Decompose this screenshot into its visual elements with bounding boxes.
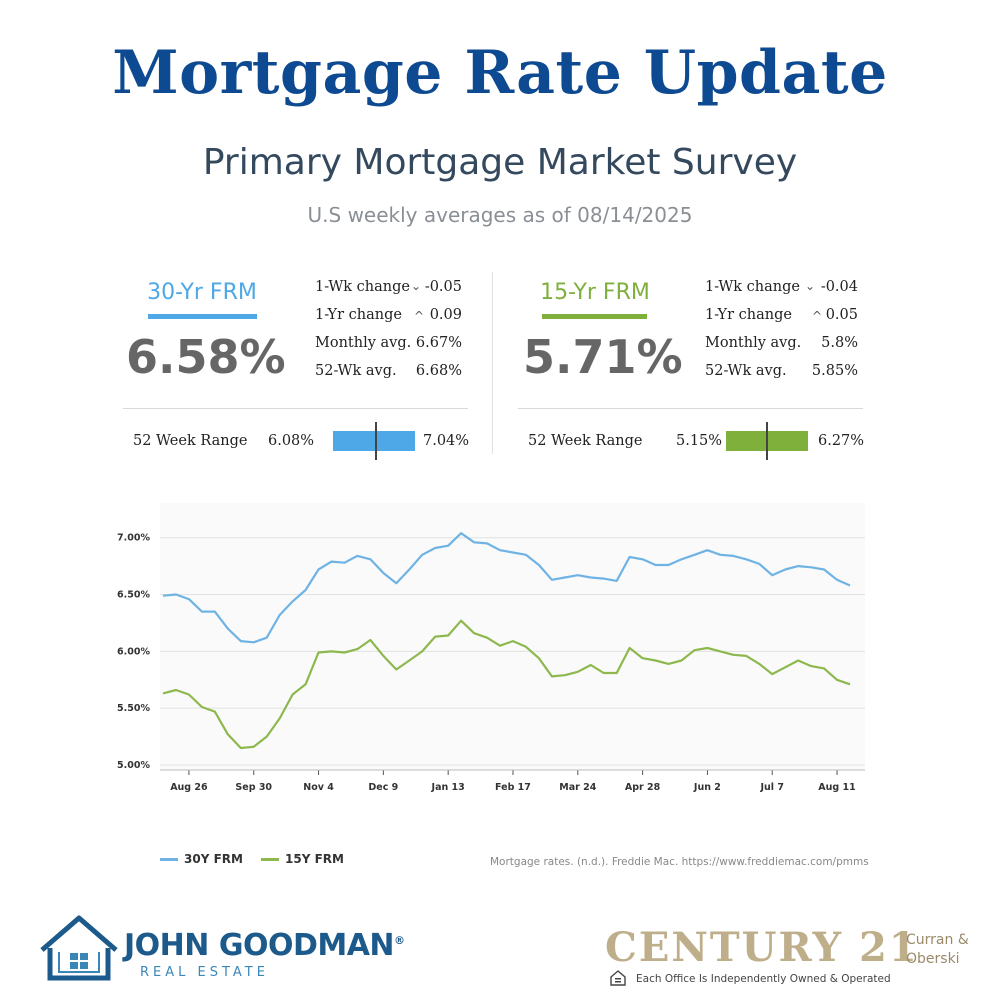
x-tick-label: Mar 24 [559, 782, 596, 793]
stat-value: 6.68% [415, 363, 462, 379]
x-tick-label: Jul 7 [759, 782, 783, 793]
stat-name: 1-Wk change [705, 279, 800, 295]
panel-15yr-label: 15-Yr FRM [540, 280, 650, 305]
rate-chart: 5.00% 5.50% 6.00% 6.50% 7.00% Aug 26 Sep 30 Nov… [117, 532, 865, 793]
x-tick-label: Jun 2 [693, 782, 721, 793]
chevron-up-icon: ^ [414, 309, 425, 323]
range-label: 52 Week Range [133, 433, 248, 449]
stat-value: 0.09 [429, 307, 462, 323]
house-icon [40, 915, 118, 981]
stat-value: -0.04 [820, 279, 858, 295]
stat-name: 52-Wk avg. [315, 363, 397, 379]
range-label: 52 Week Range [528, 433, 643, 449]
stat-name: 1-Wk change [315, 279, 410, 295]
page-subtitle: Primary Mortgage Market Survey [202, 142, 798, 183]
stat-name: Monthly avg. [705, 335, 802, 351]
range-low: 6.08% [268, 433, 315, 449]
x-tick-label: Aug 26 [170, 782, 208, 793]
chevron-down-icon: ⌄ [411, 279, 422, 293]
brand-century-21: CENTURY 21 [605, 924, 919, 971]
range-current-marker [766, 422, 768, 460]
x-tick-label: Dec 9 [368, 782, 398, 793]
range-bar [333, 431, 415, 451]
panel-30yr-label: 30-Yr FRM [147, 280, 257, 305]
panel-15yr-underline [542, 314, 647, 319]
legend-15y: 15Y FRM [285, 852, 344, 866]
brand-real-estate: REAL ESTATE [140, 965, 269, 980]
stat-value: 6.67% [415, 335, 462, 351]
x-tick-label: Nov 4 [303, 782, 334, 793]
chart-background [160, 503, 865, 770]
as-of-date: U.S weekly averages as of 08/14/2025 [307, 203, 693, 227]
range-current-marker [374, 422, 377, 460]
equal-housing-icon [610, 970, 626, 986]
legend-swatch-30y [160, 858, 178, 861]
divider [123, 408, 468, 409]
y-tick-label: 6.50% [117, 590, 150, 601]
x-tick-label: Aug 11 [818, 782, 855, 793]
source-citation: Mortgage rates. (n.d.). Freddie Mac. htt… [490, 856, 869, 868]
brand-partner-1: Curran & [906, 932, 969, 948]
y-tick-label: 6.00% [117, 646, 150, 657]
stat-name: Monthly avg. [315, 335, 412, 351]
x-tick-label: Sep 30 [235, 782, 272, 793]
panel-30yr-underline [148, 314, 257, 319]
range-high: 7.04% [423, 433, 470, 449]
x-tick-label: Apr 28 [625, 782, 661, 793]
panel-15yr-rate: 5.71% [523, 330, 683, 384]
panel-divider [492, 272, 493, 454]
stat-value: 5.85% [811, 363, 858, 379]
stat-name: 1-Yr change [705, 307, 792, 323]
x-tick-label: Jan 13 [431, 782, 465, 793]
stat-value: 5.8% [821, 335, 858, 351]
y-tick-label: 7.00% [117, 533, 150, 544]
legend-30y: 30Y FRM [184, 852, 243, 866]
brand-partner-2: Oberski [906, 951, 960, 967]
page-title: Mortgage Rate Update [112, 38, 888, 108]
series-line-15y [162, 619, 851, 750]
chevron-down-icon: ⌄ [805, 279, 816, 293]
stat-value: -0.05 [424, 279, 462, 295]
divider [518, 408, 863, 409]
series-line-30y [162, 532, 851, 644]
brand-john-goodman: JOHN GOODMAN® [124, 928, 405, 963]
brand-office-note: Each Office Is Independently Owned & Ope… [636, 973, 891, 985]
x-tick-label: Feb 17 [495, 782, 531, 793]
y-tick-label: 5.50% [117, 703, 150, 714]
chevron-up-icon: ^ [812, 309, 823, 323]
y-tick-label: 5.00% [117, 760, 150, 771]
range-low: 5.15% [676, 433, 723, 449]
panel-30yr-rate: 6.58% [126, 330, 286, 384]
stat-value: 0.05 [825, 307, 858, 323]
legend-swatch-15y [261, 858, 279, 861]
stat-name: 1-Yr change [315, 307, 402, 323]
stat-name: 52-Wk avg. [705, 363, 787, 379]
range-high: 6.27% [818, 433, 865, 449]
